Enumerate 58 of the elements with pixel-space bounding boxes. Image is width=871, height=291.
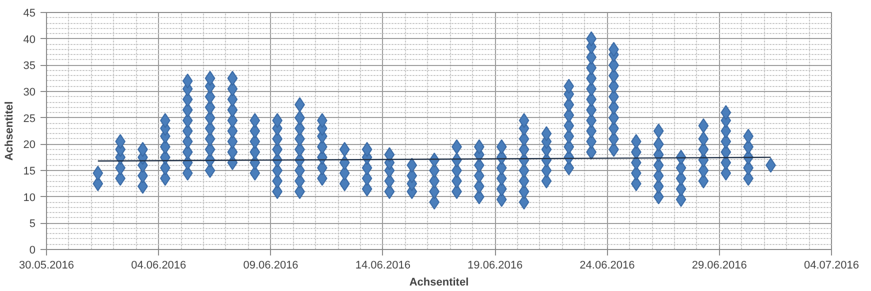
point	[541, 163, 552, 178]
point	[653, 124, 664, 138]
point	[518, 184, 530, 200]
point	[227, 70, 238, 86]
point	[384, 147, 395, 162]
point	[227, 134, 238, 150]
point	[250, 124, 260, 138]
point	[204, 163, 216, 178]
point	[518, 163, 530, 178]
point	[339, 142, 350, 157]
x-tick-label: 29.06.2016	[692, 260, 747, 272]
point	[429, 163, 440, 178]
point	[204, 70, 216, 86]
point	[452, 163, 462, 178]
point	[92, 166, 104, 181]
x-tick-label: 04.06.2016	[131, 260, 186, 272]
y-tick-label: 45	[23, 8, 36, 20]
y-tick-label: 10	[23, 192, 36, 204]
point	[182, 73, 193, 88]
point	[698, 131, 709, 146]
x-axis-title: Achsentitel	[409, 276, 469, 288]
point	[698, 163, 709, 178]
point	[272, 163, 282, 178]
point	[541, 126, 552, 142]
point	[653, 136, 664, 152]
y-tick-label: 40	[23, 34, 36, 46]
point	[182, 124, 193, 138]
point	[720, 124, 732, 138]
y-tick-label: 5	[29, 218, 36, 230]
x-tick-label: 24.06.2016	[580, 260, 635, 272]
y-tick-label: 20	[23, 139, 36, 152]
y-tick-label: 35	[23, 60, 36, 72]
x-tick-label: 30.05.2016	[18, 260, 74, 272]
point	[518, 112, 530, 128]
point	[250, 112, 260, 128]
point	[227, 124, 238, 138]
point	[586, 124, 596, 138]
y-tick-label: 0	[29, 244, 36, 256]
point	[362, 142, 372, 157]
x-tick-label: 04.07.2016	[804, 260, 860, 272]
x-tick-label: 14.06.2016	[355, 260, 410, 272]
y-tick-label: 30	[23, 86, 36, 98]
point	[698, 174, 709, 189]
point	[384, 174, 395, 189]
point	[294, 163, 305, 178]
x-tick-label: 09.06.2016	[243, 260, 298, 272]
point	[541, 174, 552, 189]
point	[564, 78, 574, 94]
point	[182, 144, 193, 160]
point	[698, 118, 709, 134]
point	[496, 139, 507, 154]
y-axis-title: Achsentitel	[3, 101, 16, 161]
point	[406, 158, 418, 173]
y-tick-label: 25	[23, 112, 36, 125]
point	[250, 144, 260, 160]
point	[720, 105, 732, 120]
x-tick-label: 19.06.2016	[468, 260, 523, 272]
y-tick-label: 15	[23, 166, 36, 178]
